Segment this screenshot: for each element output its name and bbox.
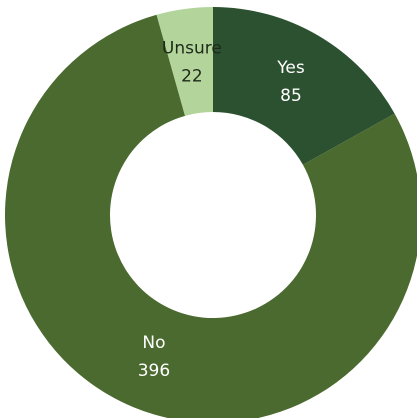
- slice-label: No: [142, 333, 165, 353]
- donut-slice: [213, 7, 395, 165]
- slice-value: 22: [181, 66, 203, 86]
- slice-label: Unsure: [162, 38, 222, 58]
- slice-value: 85: [280, 86, 302, 106]
- slice-value: 396: [138, 361, 170, 381]
- donut-slice: [156, 7, 213, 116]
- donut-slice: [5, 14, 417, 418]
- slice-label: Yes: [276, 58, 305, 78]
